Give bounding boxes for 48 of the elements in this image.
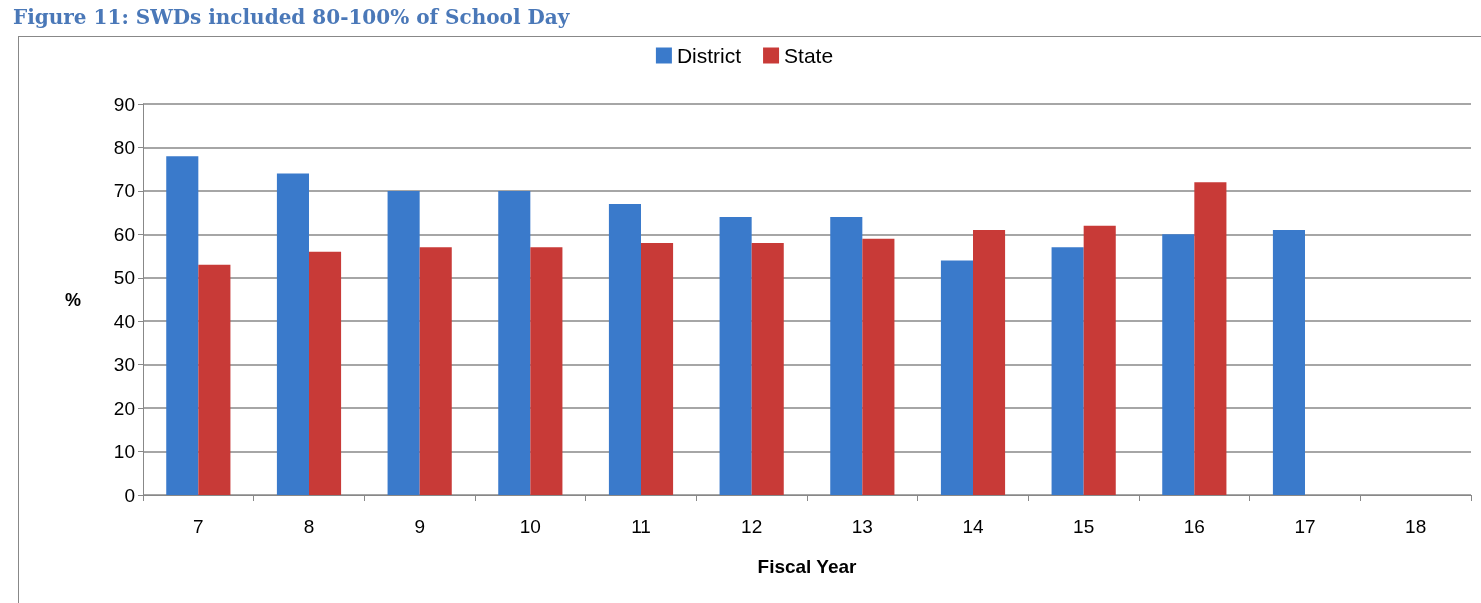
x-tick-label: 15 <box>1073 516 1095 537</box>
x-tick-label: 7 <box>193 516 204 537</box>
x-tick-label: 14 <box>962 516 984 537</box>
bar <box>387 190 420 495</box>
x-tick-label: 8 <box>303 516 315 537</box>
y-tick-label: 10 <box>113 441 135 463</box>
bar <box>719 216 752 495</box>
y-tick-label: 70 <box>113 180 135 202</box>
bar <box>1083 225 1116 495</box>
bar <box>751 243 784 495</box>
y-axis-title: % <box>64 289 81 310</box>
bar <box>862 238 895 495</box>
x-tick-label: 12 <box>741 516 763 537</box>
y-tick-label: 30 <box>113 354 135 376</box>
x-tick-label: 18 <box>1405 516 1427 537</box>
bar <box>198 264 231 495</box>
bar <box>1194 182 1227 495</box>
bar <box>166 156 199 495</box>
y-tick-label: 0 <box>124 484 135 506</box>
bar <box>1051 247 1084 495</box>
legend-label: District <box>676 44 742 67</box>
y-tick-label: 50 <box>113 267 135 289</box>
x-tick-label: 9 <box>414 516 425 537</box>
bar <box>1162 234 1195 495</box>
y-tick-label: 40 <box>113 310 135 332</box>
bar <box>530 247 563 495</box>
x-tick-label: 11 <box>631 516 651 537</box>
bar <box>940 260 973 495</box>
y-tick-label: 20 <box>113 397 135 419</box>
y-tick-label: 90 <box>113 93 135 115</box>
x-tick-label: 17 <box>1294 516 1316 537</box>
bar <box>608 203 641 495</box>
x-axis-title: Fiscal Year <box>757 556 858 577</box>
x-tick-label: 10 <box>519 516 541 537</box>
legend-label: State <box>784 44 834 67</box>
bar <box>419 247 452 495</box>
bar <box>498 190 531 495</box>
y-tick-label: 60 <box>113 223 135 245</box>
y-tick-label: 80 <box>113 136 135 158</box>
bar <box>830 216 863 495</box>
x-tick-label: 13 <box>851 516 873 537</box>
x-tick-label: 16 <box>1183 516 1205 537</box>
bar <box>973 229 1006 495</box>
bar <box>641 243 674 495</box>
chart-title: Figure 11: SWDs included 80-100% of School Day <box>13 5 571 29</box>
bar <box>276 173 309 495</box>
bar <box>1272 229 1305 495</box>
bar <box>309 251 342 495</box>
